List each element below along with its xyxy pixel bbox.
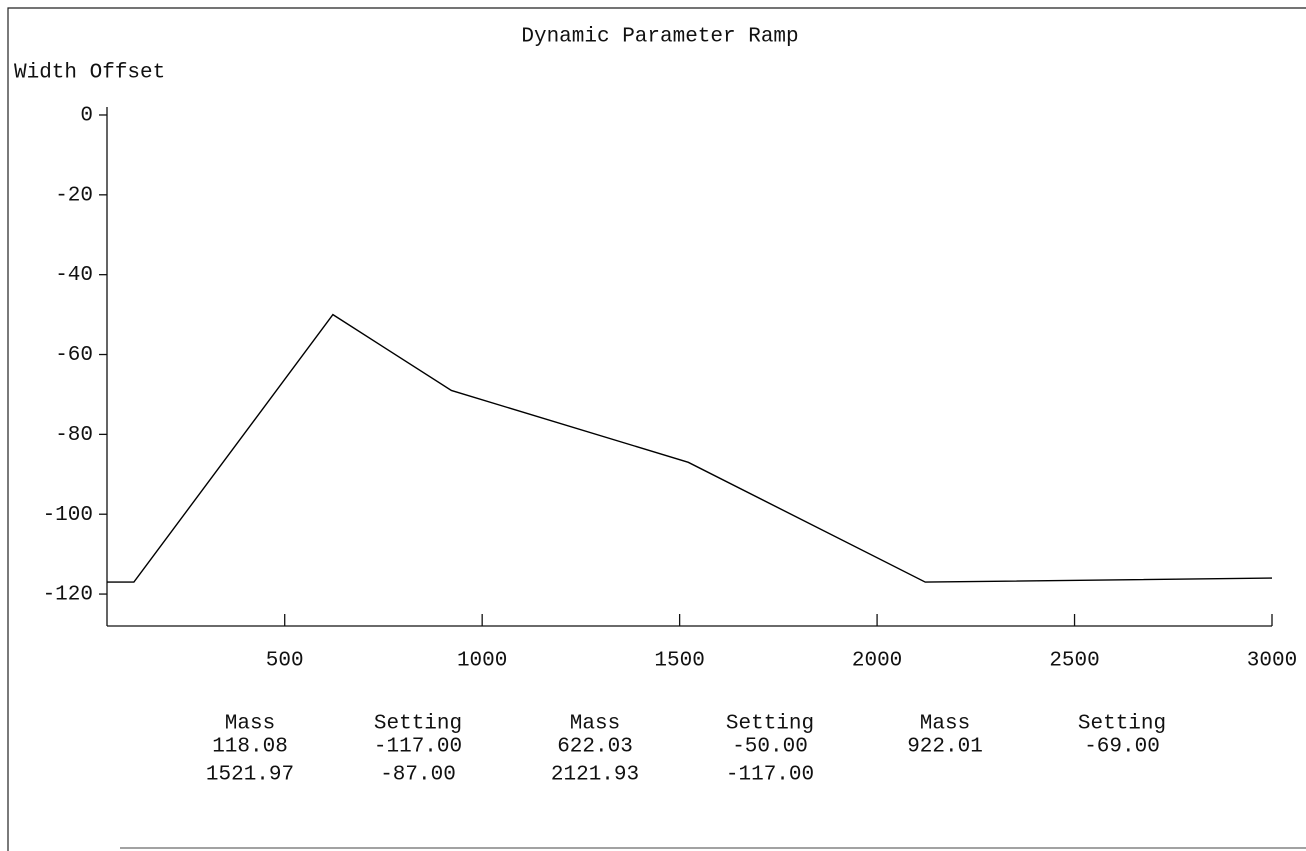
table-cell: 1521.97 [206,764,294,787]
x-tick-label: 2500 [1049,650,1099,673]
table-header: Setting [374,713,462,736]
table-cell: -69.00 [1084,736,1160,759]
frame [7,7,1306,851]
table-cell: 922.01 [907,736,983,759]
chart-title: Dynamic Parameter Ramp [521,26,798,49]
y-tick-label: -40 [55,264,93,287]
table-cell: -50.00 [732,736,808,759]
table-cell: -87.00 [380,764,456,787]
y-tick-label: -100 [43,504,93,527]
x-tick-label: 2000 [852,650,902,673]
x-tick-label: 1500 [654,650,704,673]
table-header: Mass [225,713,275,736]
y-tick-label: 0 [80,105,93,128]
table-cell: 622.03 [557,736,633,759]
y-tick-label: -120 [43,584,93,607]
table-header: Mass [570,713,620,736]
table-header: Mass [920,713,970,736]
x-tick-label: 500 [266,650,304,673]
table-header: Setting [726,713,814,736]
table-header: Setting [1078,713,1166,736]
y-tick-label: -60 [55,344,93,367]
y-tick-label: -80 [55,424,93,447]
table-cell: 2121.93 [551,764,639,787]
table-cell: 118.08 [212,736,288,759]
x-tick-label: 1000 [457,650,507,673]
table-cell: -117.00 [726,764,814,787]
y-tick-label: -20 [55,184,93,207]
x-tick-label: 3000 [1247,650,1297,673]
data-line [107,313,1273,583]
table-cell: -117.00 [374,736,462,759]
y-axis-label: Width Offset [14,62,165,85]
